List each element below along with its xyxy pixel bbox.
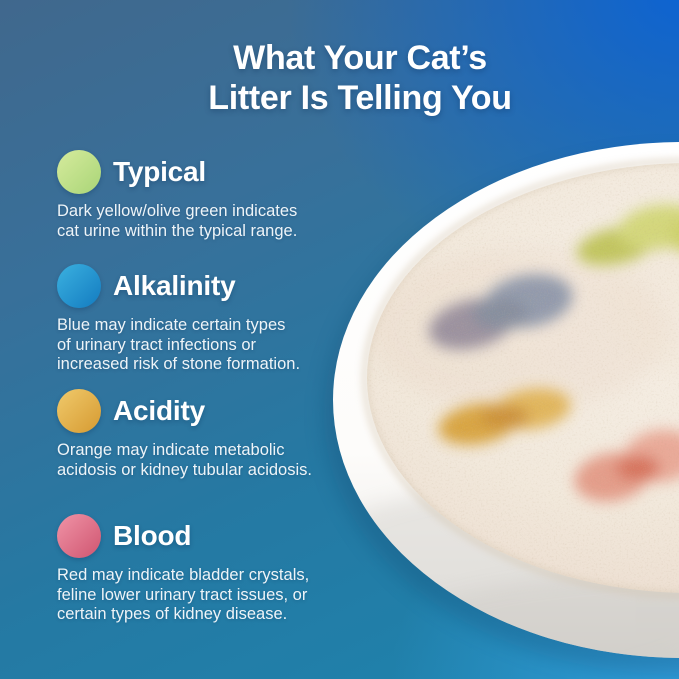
legend-label-blood: Blood (113, 520, 192, 551)
litter-rim-shadow (362, 158, 679, 598)
legend-label-acidity: Acidity (113, 395, 205, 426)
page-title: What Your Cat’s Litter Is Telling You (208, 39, 512, 117)
legend-row: Alkalinity (57, 264, 357, 308)
legend-row: Acidity (57, 389, 357, 433)
alkalinity-color-dot-icon (57, 264, 101, 308)
legend-description-acidity: Orange may indicate metabolic acidosis o… (57, 441, 312, 479)
legend-label-alkalinity: Alkalinity (113, 270, 236, 301)
legend-item-acidity: Acidity Orange may indicate metabolic ac… (57, 389, 357, 480)
legend-description-alkalinity: Blue may indicate certain types of urina… (57, 316, 301, 373)
acidity-color-dot-icon (57, 389, 101, 433)
legend-row: Typical (57, 150, 357, 194)
legend-label-typical: Typical (113, 156, 207, 187)
legend-item-alkalinity: Alkalinity Blue may indicate certain typ… (57, 264, 357, 375)
legend-description-typical: Dark yellow/olive green indicates cat ur… (57, 202, 298, 240)
legend-item-typical: Typical Dark yellow/olive green indicate… (57, 150, 357, 241)
legend-row: Blood (57, 514, 357, 558)
legend-item-blood: Blood Red may indicate bladder crystals,… (57, 514, 357, 625)
blood-color-dot-icon (57, 514, 101, 558)
legend-description-blood: Red may indicate bladder crystals, felin… (57, 566, 310, 623)
typical-color-dot-icon (57, 150, 101, 194)
